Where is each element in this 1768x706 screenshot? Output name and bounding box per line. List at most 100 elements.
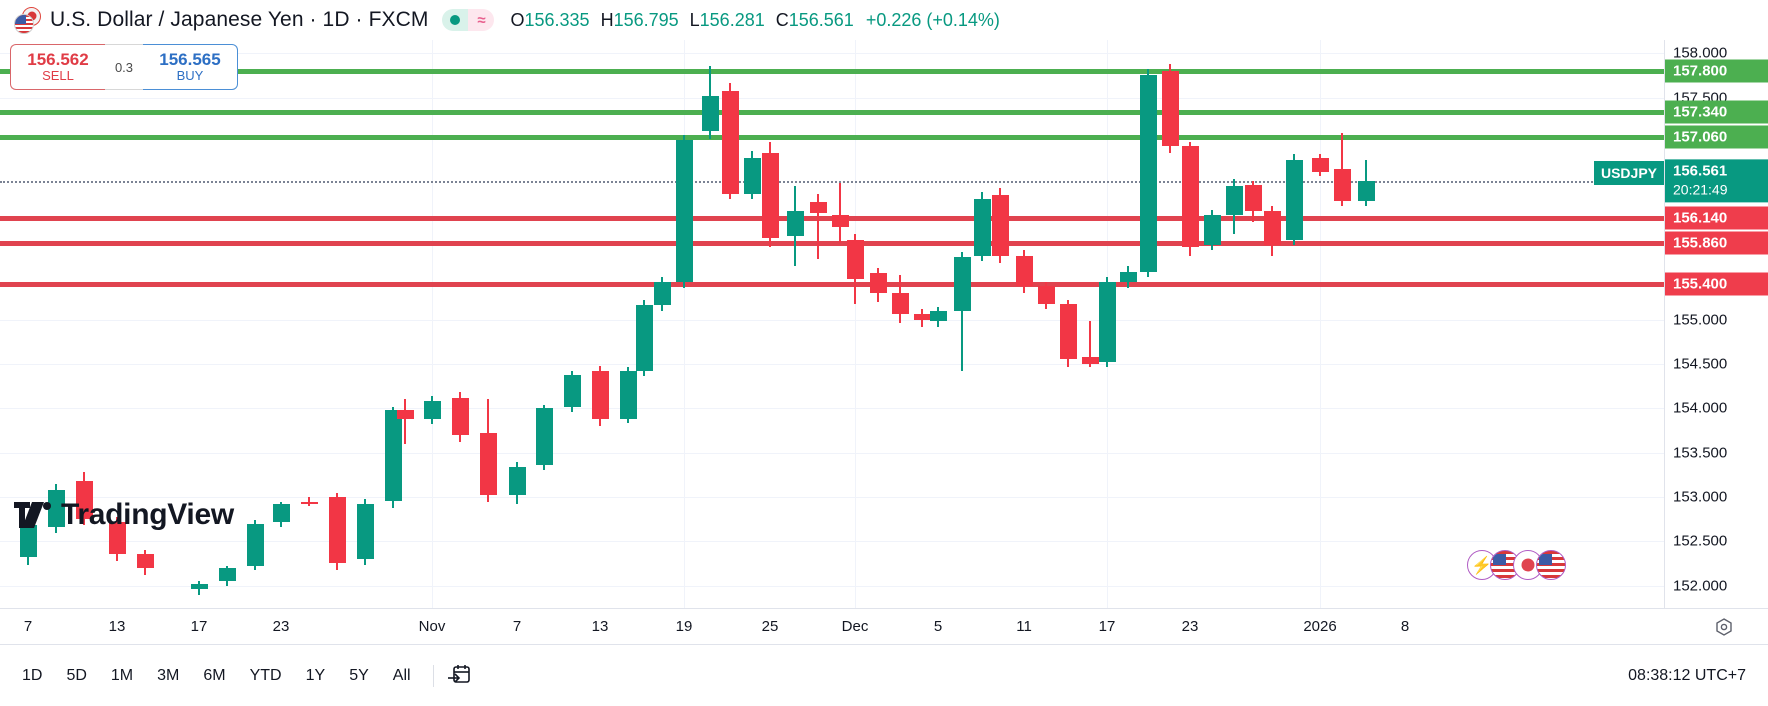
candlestick xyxy=(1244,181,1262,222)
candle-body xyxy=(743,158,761,194)
candle-wick xyxy=(839,182,841,244)
time-axis[interactable]: 7 13 17 23 Nov 7 13 19 25 Dec 5 11 17 23 2026 8 xyxy=(0,608,1768,644)
high-value: 156.795 xyxy=(613,9,679,30)
spread-value: 0.3 xyxy=(105,44,143,90)
low-label: L xyxy=(689,9,700,30)
price-level-badge[interactable]: 157.340 xyxy=(1665,100,1768,124)
time-axis-tick: 19 xyxy=(675,618,693,635)
candlestick xyxy=(535,404,553,471)
us-flag-icon[interactable] xyxy=(1490,550,1520,580)
candle-body xyxy=(1015,255,1033,286)
buy-button[interactable]: 156.565 BUY xyxy=(143,44,238,90)
candlestick xyxy=(831,182,849,244)
candlestick xyxy=(451,392,469,443)
candlestick xyxy=(786,186,804,267)
candle-body xyxy=(619,371,637,419)
market-open-dot xyxy=(450,15,461,25)
candlestick-series xyxy=(0,40,1664,608)
candlestick xyxy=(721,83,739,199)
grid-line-horizontal xyxy=(0,408,1664,410)
price-axis-tick: 152.500 xyxy=(1673,532,1728,550)
price-level-badge[interactable]: 156.140 xyxy=(1665,206,1768,230)
time-axis-tick: 23 xyxy=(272,618,290,635)
trade-widget: 156.562 SELL 0.3 156.565 BUY xyxy=(10,44,238,90)
range-button-1d[interactable]: 1D xyxy=(12,661,52,691)
candle-body xyxy=(891,292,909,315)
grid-line-vertical xyxy=(1320,40,1321,608)
market-open-indicator[interactable] xyxy=(442,9,469,31)
range-button-5y[interactable]: 5Y xyxy=(339,661,379,691)
economic-event-flags[interactable]: ⚡ xyxy=(1467,550,1566,580)
range-button-1m[interactable]: 1M xyxy=(101,661,143,691)
candle-body xyxy=(1263,211,1281,245)
price-line[interactable] xyxy=(0,181,1664,184)
time-axis-tick: 7 xyxy=(23,618,33,635)
goto-date-icon xyxy=(447,664,470,683)
candle-wick xyxy=(404,399,406,444)
candle-body xyxy=(1244,184,1262,212)
price-level-badge[interactable]: 157.060 xyxy=(1665,125,1768,149)
price-line[interactable] xyxy=(0,134,1664,140)
grid-line-horizontal xyxy=(0,53,1664,55)
candle-body xyxy=(1333,168,1351,201)
candle-wick xyxy=(961,252,963,372)
candlestick xyxy=(1225,179,1243,235)
buy-price: 156.565 xyxy=(159,49,221,69)
close-label: C xyxy=(775,9,789,30)
us-flag-icon[interactable] xyxy=(1536,550,1566,580)
candlestick xyxy=(563,371,581,412)
time-axis-tick: 17 xyxy=(1098,618,1116,635)
us-flag-icon xyxy=(14,13,34,34)
axis-settings-icon[interactable] xyxy=(1714,617,1734,637)
candle-body xyxy=(761,152,779,238)
candle-body xyxy=(701,95,719,132)
candle-body xyxy=(1203,214,1221,245)
candlestick xyxy=(246,520,264,570)
candle-body xyxy=(218,568,236,582)
candle-body xyxy=(869,273,887,293)
candle-body xyxy=(929,310,947,322)
watermark-text: TradingView xyxy=(61,498,234,531)
candle-body xyxy=(384,410,402,502)
grid-line-horizontal xyxy=(0,363,1664,365)
price-level-badge[interactable]: 157.800 xyxy=(1665,59,1768,83)
range-button-3m[interactable]: 3M xyxy=(147,661,189,691)
time-axis-tick: Nov xyxy=(418,618,446,635)
candlestick xyxy=(384,406,402,508)
open-label: O xyxy=(510,9,525,30)
data-delay-indicator[interactable]: ≈ xyxy=(468,9,495,31)
price-line[interactable] xyxy=(0,241,1664,247)
candlestick xyxy=(761,142,779,247)
candle-body xyxy=(653,282,671,306)
price-level-badge[interactable]: 155.860 xyxy=(1665,231,1768,255)
range-button-all[interactable]: All xyxy=(383,661,421,691)
price-level-badge[interactable]: 155.400 xyxy=(1665,272,1768,296)
goto-date-button[interactable] xyxy=(446,663,472,689)
grid-line-vertical xyxy=(432,40,433,608)
candlestick xyxy=(591,365,609,427)
candle-body xyxy=(1181,145,1199,247)
range-button-1y[interactable]: 1Y xyxy=(296,661,336,691)
grid-lines xyxy=(0,40,1664,608)
candle-body xyxy=(1311,158,1329,173)
price-axis-tick: 158.000 xyxy=(1673,44,1728,62)
price-line[interactable] xyxy=(0,109,1664,115)
range-button-5d[interactable]: 5D xyxy=(56,661,96,691)
tradingview-watermark: TradingView xyxy=(14,498,234,532)
chart-plot-area[interactable]: TradingView ⚡ xyxy=(0,40,1664,608)
range-button-6m[interactable]: 6M xyxy=(193,661,235,691)
candle-body xyxy=(635,305,653,372)
price-axis-tick: 152.000 xyxy=(1673,577,1728,595)
current-price-badge[interactable]: 156.561 20:21:49 xyxy=(1665,159,1768,203)
price-line[interactable] xyxy=(0,69,1664,75)
price-line[interactable] xyxy=(0,282,1664,288)
symbol-title[interactable]: U.S. Dollar / Japanese Yen · 1D · FXCM xyxy=(50,8,429,31)
price-axis-tick: 153.500 xyxy=(1673,444,1728,462)
sell-button[interactable]: 156.562 SELL xyxy=(10,44,105,90)
grid-line-horizontal xyxy=(0,97,1664,99)
candlestick xyxy=(991,188,1009,263)
price-axis[interactable]: 158.000 157.500 155.000 154.500 154.000 153.5… xyxy=(1664,40,1768,608)
candle-body xyxy=(246,523,264,567)
range-button-ytd[interactable]: YTD xyxy=(240,661,292,691)
time-axis-tick: 5 xyxy=(933,618,943,635)
